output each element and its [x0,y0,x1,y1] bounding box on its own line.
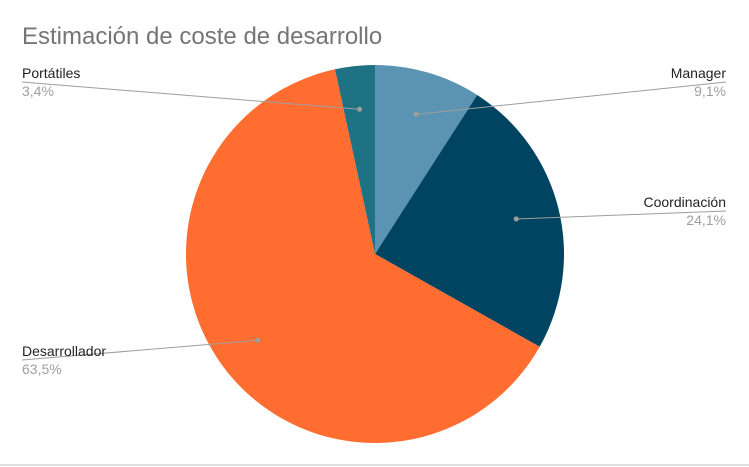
pie-slice-coordinacion [375,95,564,347]
leader-dot-coordinacion [513,216,519,222]
pie-slice-desarrollador [185,69,540,444]
slice-value-desarrollador: 63,5% [22,361,62,377]
pie-slice-manager [375,65,478,254]
leader-dot-manager [413,111,419,117]
slice-value-manager: 9,1% [694,83,726,99]
leader-line-manager [415,81,727,115]
slice-value-coordinacion: 24,1% [686,212,726,228]
leader-dot-portatiles [357,106,363,112]
slice-label-manager: Manager [671,65,727,81]
pie-slice-portatiles [334,65,375,254]
slice-label-portatiles: Portátiles [22,65,80,81]
chart-title: Estimación de coste de desarrollo [22,23,382,50]
leader-line-coordinacion [516,210,727,220]
leader-dot-desarrollador [255,337,261,343]
leader-line-desarrollador [21,339,258,361]
slice-value-portatiles: 3,4% [22,83,54,99]
pie-slices [185,65,564,444]
slice-label-coordinacion: Coordinación [644,194,727,210]
leader-line-portatiles [21,81,360,110]
slice-label-desarrollador: Desarrollador [22,343,106,359]
slice-labels: Manager 9,1% Coordinación 24,1% Desarrollado… [21,65,727,377]
